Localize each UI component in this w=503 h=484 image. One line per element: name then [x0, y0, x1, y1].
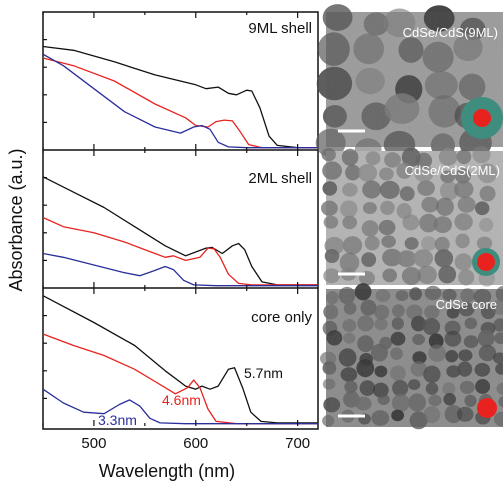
core-icon [473, 109, 491, 127]
x-axis-label: Wavelength (nm) [99, 461, 235, 481]
tem-label-core: CdSe core [436, 297, 497, 312]
tem-image-2ml: CdSe/CdS(2ML) [321, 146, 503, 287]
series-line-red [43, 216, 318, 286]
x-tick-label: 700 [285, 435, 310, 452]
x-tick-label: 600 [183, 435, 208, 452]
series-line-black [43, 176, 318, 286]
tem-label-9ml: CdSe/CdS(9ML) [403, 25, 498, 40]
series-layer [43, 45, 318, 425]
series-line-black [43, 295, 318, 424]
x-tick-label: 500 [81, 435, 106, 452]
annotation-4-6nm: 4.6nm [162, 392, 201, 408]
panel-label-core: core only [251, 309, 312, 326]
series-line-black [43, 45, 318, 149]
series-line-red [43, 57, 318, 149]
tem-noise [326, 289, 503, 427]
series-line-blue [43, 53, 318, 149]
series-line-blue [43, 388, 318, 425]
tick-layer: 500 600 700 [42, 12, 310, 452]
tem-image-core: CdSe core [320, 283, 503, 430]
panel-label-9ml: 9ML shell [248, 20, 312, 37]
absorbance-plot: 500 600 700 9ML shell 2ML shell core only … [6, 11, 319, 481]
panel-label-2ml: 2ML shell [248, 170, 312, 187]
y-axis-label: Absorbance (a.u.) [6, 148, 26, 291]
annotation-5-7nm: 5.7nm [244, 365, 283, 381]
core-icon [477, 253, 495, 271]
core-icon [477, 398, 497, 418]
series-line-red [43, 333, 318, 425]
tem-label-2ml: CdSe/CdS(2ML) [405, 163, 500, 178]
tem-image-9ml: CdSe/CdS(9ML) [315, 4, 503, 162]
tem-image-panels: CdSe/CdS(9ML) CdSe/CdS(2ML) CdSe core [315, 4, 503, 430]
series-line-blue [43, 252, 318, 287]
annotation-3-3nm: 3.3nm [98, 412, 137, 428]
